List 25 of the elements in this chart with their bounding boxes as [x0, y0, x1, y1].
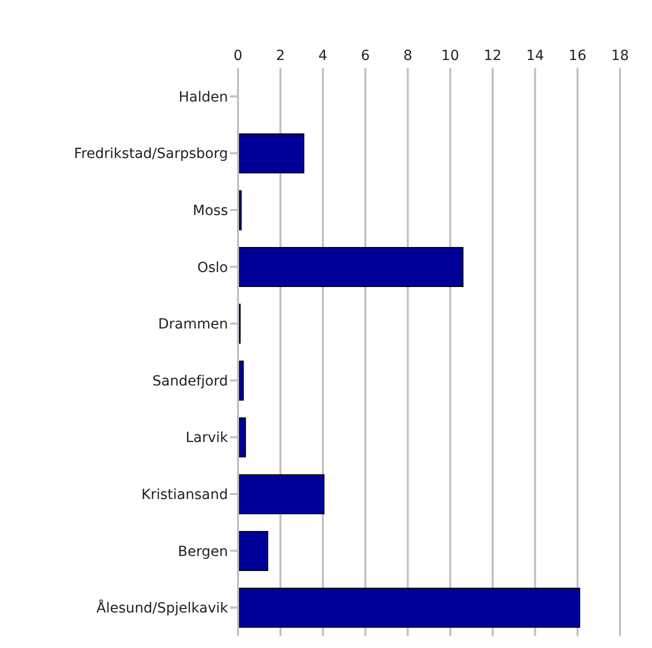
bar — [238, 474, 324, 514]
y-tick-label: Halden — [178, 89, 228, 106]
x-tick-label: 4 — [318, 48, 328, 64]
bar — [238, 588, 580, 628]
y-tick-label: Ålesund/Spjelkavik — [96, 600, 229, 617]
x-tick-label: 0 — [234, 48, 242, 64]
bar — [238, 530, 268, 571]
x-tick-label: 6 — [360, 48, 370, 64]
bar — [238, 246, 464, 287]
x-tick-label: 12 — [484, 48, 502, 64]
x-tick-label: 2 — [276, 48, 285, 64]
y-tick-label: Sandefjord — [152, 373, 228, 390]
y-tick-label: Moss — [192, 202, 228, 219]
y-tick-label: Drammen — [158, 316, 228, 333]
x-tick-label: 16 — [568, 48, 587, 64]
x-tick-label: 10 — [441, 48, 460, 64]
y-tick-label: Bergen — [178, 544, 228, 560]
x-tick-label: 14 — [526, 48, 544, 64]
y-tick-label: Fredrikstad/Sarpsborg — [74, 146, 228, 162]
x-tick-label: 8 — [403, 48, 412, 64]
bar — [238, 133, 304, 174]
y-tick-label: Oslo — [197, 260, 228, 276]
y-tick-label: Larvik — [186, 430, 229, 446]
y-tick-label: Kristiansand — [141, 486, 228, 503]
x-tick-label: 18 — [611, 48, 629, 64]
